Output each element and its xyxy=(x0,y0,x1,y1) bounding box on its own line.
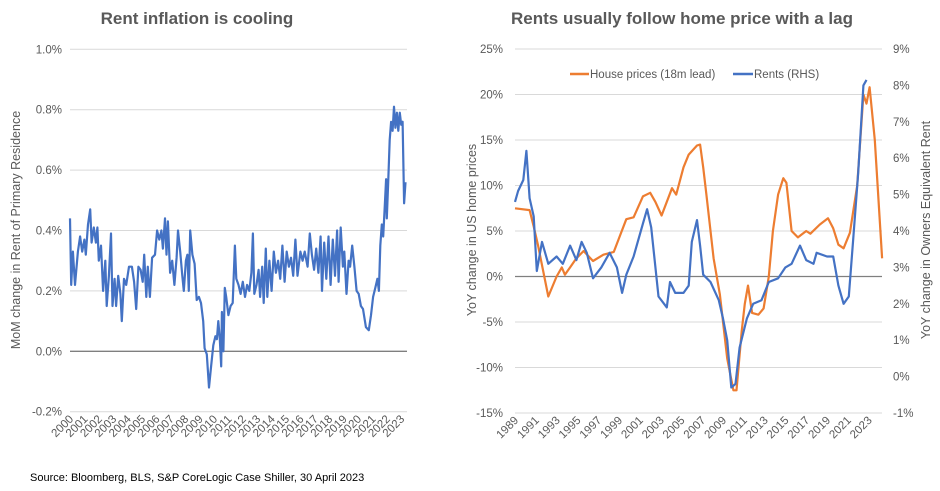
right-x-tick-label: 1995 xyxy=(557,415,584,442)
right-y-tick-label-left: 0% xyxy=(486,272,503,284)
right-y-tick-label-left: 25% xyxy=(480,44,503,56)
right-y-tick-label-right: 7% xyxy=(893,117,910,129)
right-y-tick-label-right: 4% xyxy=(893,226,910,238)
left-y-tick-label: 0.6% xyxy=(36,165,62,177)
right-y-tick-label-left: 10% xyxy=(480,181,503,193)
right-x-tick-label: 2015 xyxy=(765,415,792,442)
right-x-tick-label: 2021 xyxy=(827,415,854,442)
right-y-tick-label-right: 0% xyxy=(893,372,910,384)
legend: House prices (18m lead) Rents (RHS) xyxy=(570,69,819,81)
right-y-tick-label-left: -15% xyxy=(476,408,503,420)
right-y-tick-label-left: 15% xyxy=(480,135,503,147)
right-x-tick-label: 1997 xyxy=(578,415,605,442)
right-x-tick-label: 2023 xyxy=(848,415,875,442)
right-y-tick-label-right: -1% xyxy=(893,408,913,420)
right-y-tick-label-right: 3% xyxy=(893,262,910,274)
right-y-tick-label-right: 6% xyxy=(893,153,910,165)
right-x-tick-label: 2005 xyxy=(661,415,688,442)
right-y-tick-label-right: 2% xyxy=(893,299,910,311)
right-y-tick-label-right: 1% xyxy=(893,335,910,347)
right-x-tick-label: 2019 xyxy=(807,415,834,442)
right-y-tick-label-right: 8% xyxy=(893,80,910,92)
right-chart-ylabel-left: YoY change in US home prices xyxy=(465,144,479,316)
legend-label-rents: Rents (RHS) xyxy=(754,69,819,81)
right-x-tick-label: 2001 xyxy=(619,415,646,442)
right-chart-title: Rents usually follow home price with a l… xyxy=(511,9,853,28)
right-x-tick-label: 2011 xyxy=(724,415,750,441)
right-y-tick-label-left: 20% xyxy=(480,90,503,102)
right-y-tick-label-left: -5% xyxy=(483,317,503,329)
left-y-tick-label: 1.0% xyxy=(36,44,62,56)
house-prices-line xyxy=(514,86,884,392)
right-x-tick-label: 2013 xyxy=(744,415,771,442)
left-y-tick-label: 0.4% xyxy=(36,226,62,238)
right-y-tick-label-left: -10% xyxy=(476,363,503,375)
right-y-tick-label-left: 5% xyxy=(486,226,503,238)
right-y-tick-label-right: 5% xyxy=(893,190,910,202)
left-y-tick-label: 0.0% xyxy=(36,346,62,358)
right-x-tick-label: 1993 xyxy=(536,415,563,442)
left-chart-title: Rent inflation is cooling xyxy=(101,9,294,28)
left-chart-ylabel: MoM change in Rent of Primary Residence xyxy=(9,111,23,349)
left-y-tick-label: -0.2% xyxy=(32,407,62,419)
source-note: Source: Bloomberg, BLS, S&P CoreLogic Ca… xyxy=(30,472,364,484)
right-chart-ylabel-right: YoY change in Owners Equivalent Rent xyxy=(919,120,933,339)
right-x-tick-label: 1991 xyxy=(515,415,542,442)
right-x-tick-label: 2007 xyxy=(682,415,709,442)
right-x-tick-label: 2003 xyxy=(640,415,667,442)
rents-line xyxy=(513,79,868,389)
left-y-tick-label: 0.8% xyxy=(36,105,62,117)
right-x-tick-label: 2009 xyxy=(703,415,730,442)
legend-label-house-prices: House prices (18m lead) xyxy=(590,69,715,81)
left-y-tick-label: 0.2% xyxy=(36,286,62,298)
left-series-line xyxy=(68,105,407,389)
right-y-tick-label-right: 9% xyxy=(893,44,910,56)
right-x-tick-label: 1999 xyxy=(599,415,626,442)
right-x-tick-label: 2017 xyxy=(786,415,813,442)
